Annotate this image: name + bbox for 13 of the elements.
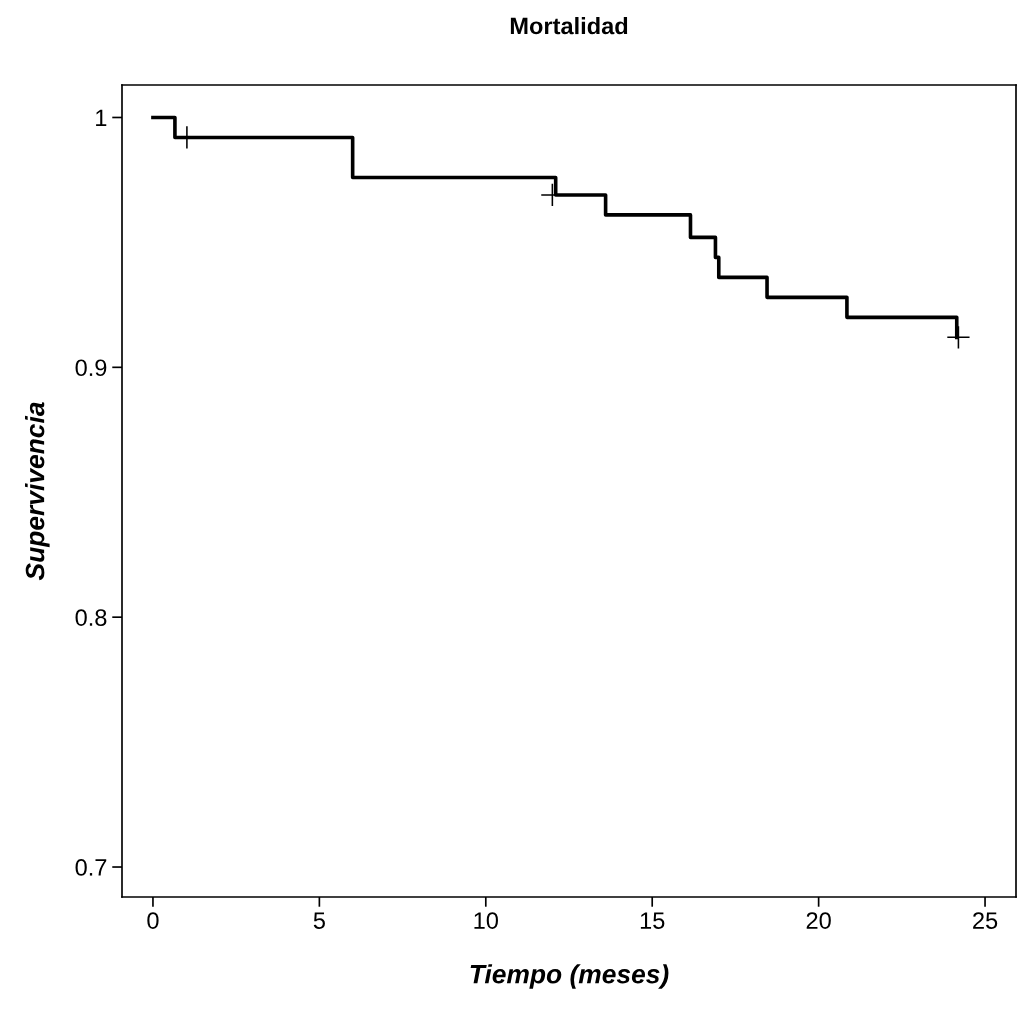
y-tick-label: 0.8 (75, 609, 107, 626)
x-tick-label: 0 (147, 912, 159, 929)
y-tick-label: 0.9 (75, 359, 107, 377)
chart-title: Mortalidad (510, 17, 628, 35)
x-tick-label: 25 (973, 912, 998, 929)
y-tick-label: 0.7 (75, 859, 107, 876)
x-tick-label: 20 (806, 912, 831, 929)
x-tick-label: 5 (313, 912, 325, 929)
y-tick-label: 1 (96, 109, 107, 127)
x-tick-label: 10 (474, 912, 498, 929)
x-axis-title: Tiempo (meses) (470, 964, 669, 989)
y-axis-title: Supervivencia (25, 402, 50, 581)
x-tick-label: 15 (640, 912, 665, 929)
